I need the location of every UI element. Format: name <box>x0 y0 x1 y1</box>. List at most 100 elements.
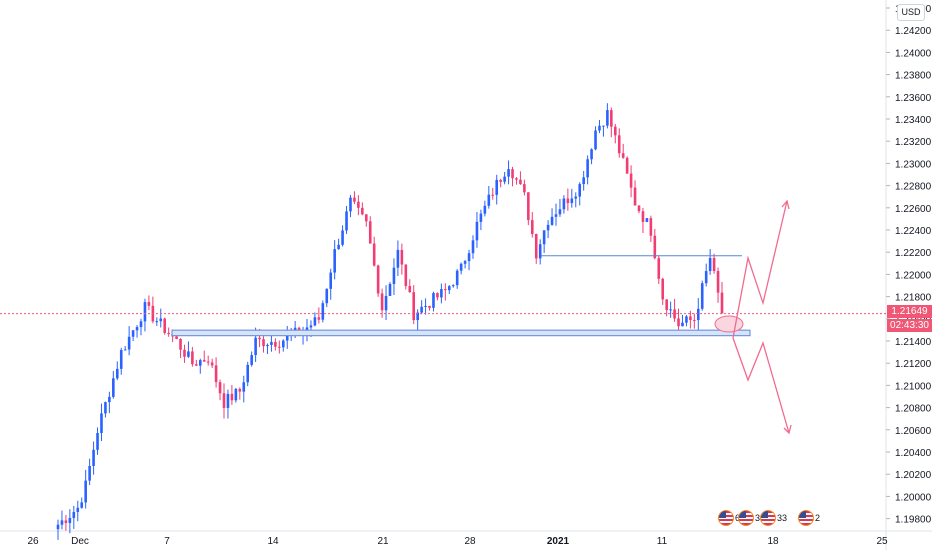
candle-body <box>677 318 680 327</box>
current-price-tag: 1.21649 <box>887 305 932 318</box>
time-axis-label: 7 <box>164 536 170 547</box>
candle-body <box>550 216 554 225</box>
candle-body <box>337 244 340 250</box>
time-axis-label: 18 <box>767 536 779 547</box>
price-tick-label: 1.23600 <box>895 93 932 104</box>
candle-body <box>131 330 135 337</box>
countdown-tag: 02:43:30 <box>887 319 932 332</box>
candle-body <box>100 413 103 434</box>
candle-body <box>503 176 506 182</box>
us-flag-icon <box>798 510 814 526</box>
price-tick-label: 1.22200 <box>895 248 932 259</box>
candle-body <box>440 289 443 298</box>
candle-body <box>285 335 289 341</box>
candle-body <box>361 207 364 215</box>
candle-body <box>147 302 151 306</box>
candle-body <box>534 233 538 259</box>
candle-body <box>191 351 194 365</box>
price-tick-label: 1.20200 <box>895 470 932 481</box>
candle-body <box>230 393 234 401</box>
candle-body <box>341 230 344 245</box>
candle-body <box>594 130 597 150</box>
candle-body <box>455 270 459 286</box>
candle-body <box>274 341 277 347</box>
price-tick-label: 1.21000 <box>895 381 932 392</box>
candle-body <box>198 360 202 366</box>
event-badge-1[interactable]: 6 <box>718 510 740 526</box>
candle-body <box>250 355 253 365</box>
candle-body <box>696 308 700 321</box>
candle-body <box>246 364 250 383</box>
candle-body <box>218 382 222 394</box>
candle-body <box>262 339 265 347</box>
candle-body <box>400 249 404 265</box>
candle-body <box>214 365 218 383</box>
candle-body <box>380 293 384 311</box>
candle-body <box>254 337 257 356</box>
candle-body <box>487 194 491 206</box>
candle-body <box>408 286 412 293</box>
candle-body <box>238 388 242 392</box>
event-badge-4[interactable]: 2 <box>798 510 820 526</box>
candle-body <box>163 318 167 333</box>
candle-body <box>546 224 550 231</box>
time-axis-label: 28 <box>464 536 476 547</box>
time-axis-label: 14 <box>267 536 279 547</box>
candle-body <box>88 465 91 481</box>
price-tick-label: 1.20800 <box>895 404 932 415</box>
candle-body <box>459 263 463 271</box>
candle-body <box>530 220 534 234</box>
candle-body <box>278 346 281 348</box>
candle-body <box>424 305 427 307</box>
touch-highlight[interactable] <box>714 315 744 333</box>
price-tick-label: 1.24000 <box>895 48 932 59</box>
candle-body <box>202 360 206 362</box>
candle-body <box>637 205 641 212</box>
candle-body <box>115 368 119 379</box>
candle-body <box>313 317 317 326</box>
candle-body <box>562 198 566 210</box>
currency-label[interactable]: USD <box>897 4 925 21</box>
event-badge-3[interactable]: 33 <box>760 510 787 526</box>
candle-body <box>665 299 668 311</box>
candle-body <box>645 218 649 222</box>
event-count: 6 <box>735 513 740 523</box>
candle-body <box>436 293 439 298</box>
candle-body <box>159 318 163 322</box>
candle-body <box>64 520 68 524</box>
price-tick-label: 1.23200 <box>895 137 932 148</box>
candle-body <box>613 126 617 136</box>
time-axis-label: 25 <box>876 536 888 547</box>
candle-body <box>428 305 431 308</box>
candle-body <box>649 218 653 236</box>
candle-body <box>582 177 585 185</box>
candle-body <box>629 173 633 188</box>
candle-body <box>566 198 570 204</box>
candle-body <box>681 322 684 327</box>
candle-body <box>602 125 605 127</box>
candle-body <box>712 257 716 272</box>
candle-body <box>329 272 333 289</box>
candle-body <box>96 433 99 450</box>
bullish-scenario-path[interactable] <box>732 200 788 339</box>
price-tick-label: 1.21200 <box>895 359 932 370</box>
candle-body <box>491 194 495 196</box>
candle-body <box>155 321 159 323</box>
candle-body <box>523 184 526 193</box>
us-flag-icon <box>760 510 776 526</box>
bearish-scenario-path[interactable] <box>732 337 790 434</box>
candle-body <box>661 278 665 300</box>
candle-body <box>475 221 479 241</box>
price-tick-label: 1.19800 <box>895 515 932 526</box>
candle-body <box>657 258 661 279</box>
time-axis-label: 11 <box>657 536 668 547</box>
candle-body <box>226 393 230 408</box>
candle-body <box>578 184 582 197</box>
support-zone[interactable] <box>171 329 751 337</box>
candle-body <box>72 511 76 518</box>
candle-body <box>135 327 139 331</box>
candle-body <box>685 316 688 323</box>
candle-body <box>270 341 273 345</box>
candle-body <box>349 197 352 212</box>
